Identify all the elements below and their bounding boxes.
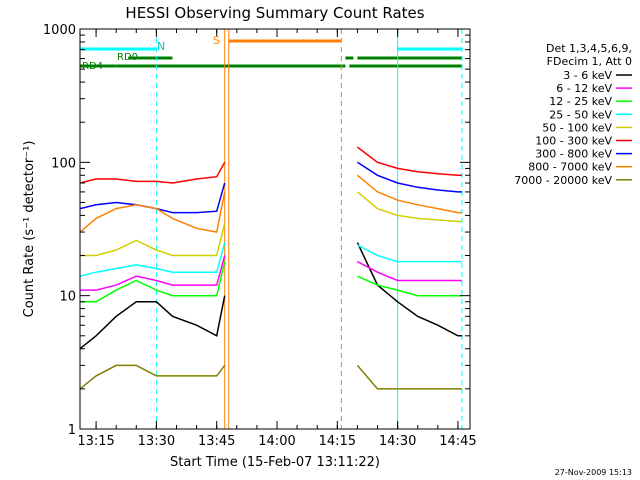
- series-line-0: [79, 242, 462, 350]
- x-tick-label-5: 14:30: [379, 434, 416, 449]
- legend-header-line-1: Det 1,3,4,5,6,9,: [546, 42, 632, 55]
- legend-label-4: 50 - 100 keV: [542, 121, 612, 134]
- legend-header-line-2: FDecim 1, Att 0: [547, 55, 632, 68]
- x-tick-label-2: 13:45: [198, 434, 235, 449]
- x-tick-label-6: 14:45: [439, 434, 476, 449]
- x-tick-label-0: 13:15: [77, 434, 114, 449]
- legend-label-3: 25 - 50 keV: [549, 108, 612, 121]
- flag-label-rd0: RD0: [117, 52, 138, 63]
- series-line-1: [80, 255, 462, 291]
- legend-label-8: 7000 - 20000 keV: [514, 174, 612, 187]
- y-axis-label: Count Rate (s⁻¹ detector⁻¹): [22, 141, 37, 318]
- legend-label-7: 800 - 7000 keV: [528, 161, 612, 174]
- x-axis-label: Start Time (15-Feb-07 13:11:22): [170, 455, 380, 470]
- plot-frame: [79, 28, 471, 430]
- series-line-5: [79, 146, 462, 184]
- series-line-7: [79, 174, 462, 233]
- series-line-8: [79, 364, 462, 390]
- x-tick-label-4: 14:15: [319, 434, 356, 449]
- y-tick-label-1: 10: [59, 290, 76, 305]
- series-line-3: [79, 242, 462, 277]
- series-line-4: [80, 191, 462, 257]
- legend-label-0: 3 - 6 keV: [563, 69, 612, 82]
- legend-label-5: 100 - 300 keV: [535, 135, 612, 148]
- flag-label-n: N: [157, 40, 165, 53]
- data-series: [79, 146, 462, 390]
- y-tick-label-2: 100: [51, 156, 76, 171]
- legend-label-1: 6 - 12 keV: [556, 82, 612, 95]
- axes: 13:15 13:30 13:45 14:00 14:15 14:30 14:45 1 10 10…: [43, 23, 477, 449]
- y-tick-label-3: 1000: [43, 23, 76, 38]
- flag-bars: [80, 39, 462, 68]
- footer-date: 27-Nov-2009 15:13: [555, 468, 632, 477]
- y-tick-label-0: 1: [68, 423, 76, 438]
- legend-label-2: 12 - 25 keV: [549, 95, 612, 108]
- series-line-2: [80, 261, 462, 303]
- chart-title: HESSI Observing Summary Count Rates: [125, 4, 424, 22]
- x-tick-label-1: 13:30: [138, 434, 175, 449]
- x-tick-label-3: 14:00: [258, 434, 295, 449]
- flag-label-s: S: [213, 34, 220, 47]
- legend-label-6: 300 - 800 keV: [535, 148, 612, 161]
- vertical-markers: [79, 29, 463, 429]
- flag-label-rd4: RD4: [82, 61, 103, 72]
